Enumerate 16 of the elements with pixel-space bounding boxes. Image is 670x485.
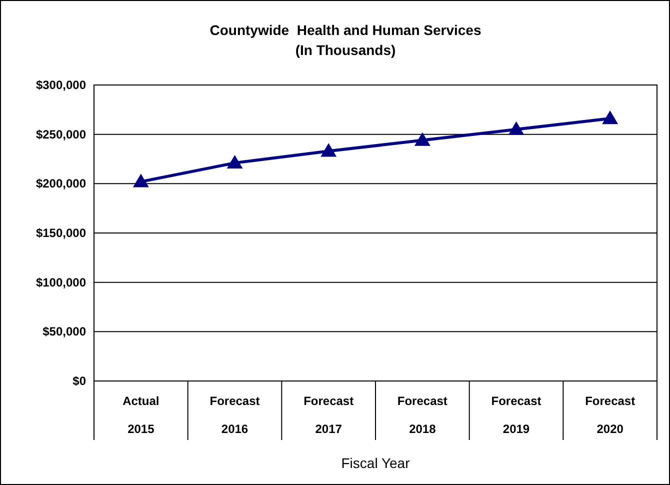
x-tick-label: Actual 2015 bbox=[122, 394, 160, 436]
x-tick-label: Forecast 2016 bbox=[210, 394, 260, 436]
y-tick-label: $250,000 bbox=[36, 127, 86, 142]
y-tick-label: $50,000 bbox=[42, 324, 86, 339]
chart-subtitle: (In Thousands) bbox=[295, 42, 396, 58]
y-tick-label: $300,000 bbox=[36, 78, 86, 92]
x-tick-label: Forecast 2018 bbox=[397, 394, 448, 436]
chart-title: Countywide Health and Human Services bbox=[210, 22, 482, 38]
y-tick-label: $200,000 bbox=[36, 176, 86, 191]
x-axis-title: Fiscal Year bbox=[341, 455, 410, 471]
x-tick-label: Forecast 2017 bbox=[304, 394, 354, 436]
y-tick-label: $0 bbox=[72, 374, 86, 388]
y-tick-label: $150,000 bbox=[36, 226, 86, 240]
y-tick-label: $100,000 bbox=[36, 275, 86, 290]
x-tick-label: Forecast 2019 bbox=[491, 394, 542, 436]
x-tick-label: Forecast 2020 bbox=[585, 394, 636, 436]
